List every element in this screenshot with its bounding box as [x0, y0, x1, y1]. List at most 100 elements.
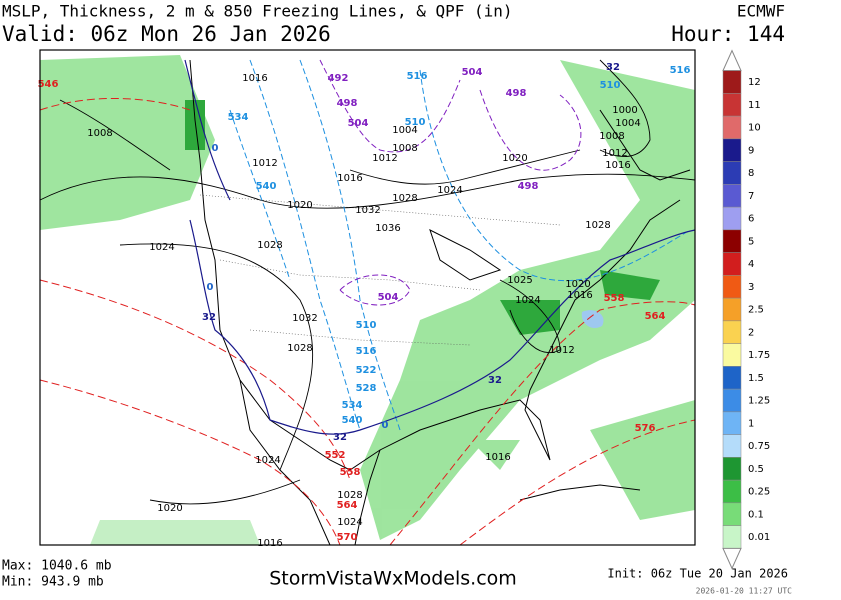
colorbar-swatch: [722, 275, 742, 299]
thickness-label: 558: [604, 293, 625, 304]
map-title: MSLP, Thickness, 2 m & 850 Freezing Line…: [2, 2, 513, 21]
isobar-label: 1008: [392, 143, 417, 154]
colorbar-swatch: [722, 479, 742, 504]
colorbar-swatch: [722, 93, 742, 117]
isobar-label: 1024: [337, 517, 362, 528]
thickness-cold: [229, 59, 691, 431]
colorbar-swatch: [722, 206, 742, 231]
isobar-label: 1000: [612, 105, 637, 116]
isobar-label: 1012: [602, 148, 627, 159]
colorbar-swatch: [722, 525, 742, 549]
thickness-label: 510: [356, 320, 377, 331]
thickness-label: 558: [340, 467, 361, 478]
colorbar-swatch: [722, 320, 742, 344]
min-pressure: Min: 943.9 mb: [2, 575, 104, 590]
thickness-label: 504: [378, 292, 399, 303]
freezing-lines: [184, 59, 696, 435]
thickness-label: 540: [342, 415, 363, 426]
thickness-label: 510: [405, 117, 426, 128]
colorbar-label: 4: [748, 259, 754, 270]
thickness-label: 516: [670, 65, 691, 76]
colorbar-swatch: [722, 388, 742, 413]
isobar-label: 1028: [257, 240, 282, 251]
isobar-label: 1004: [615, 118, 640, 129]
colorbar-swatch: [722, 184, 742, 208]
colorbar-label: 5: [748, 236, 754, 247]
colorbar-swatch: [722, 457, 742, 481]
colorbar-label: 8: [748, 168, 754, 179]
colorbar-label: 0.75: [748, 441, 770, 452]
map-area: 1016100810121016102010281032103610241020…: [38, 49, 696, 549]
colorbar-label: 0.5: [748, 464, 764, 475]
qpf-heavy: [185, 100, 660, 335]
colorbar-label: 1: [748, 418, 754, 429]
isobar-label: 1012: [252, 158, 277, 169]
colorbar-label: 3: [748, 282, 754, 293]
thickness-label: 576: [635, 423, 656, 434]
thickness-label: 32: [606, 62, 620, 73]
isobar-label: 1016: [605, 160, 630, 171]
isobar-label: 1028: [337, 490, 362, 501]
thickness-label: 498: [506, 88, 527, 99]
isobars: [39, 59, 696, 505]
colorbar-label: 1.25: [748, 396, 770, 407]
init-time: Init: 06z Tue 20 Jan 2026: [607, 567, 788, 581]
colorbar-swatch: [722, 252, 742, 276]
colorbar-label: 1.5: [748, 373, 764, 384]
isobar-label: 1024: [149, 242, 174, 253]
isobar-label: 1024: [437, 185, 462, 196]
thickness-label: 510: [600, 80, 621, 91]
colorbar-label: 11: [748, 100, 761, 111]
forecast-hour: Hour: 144: [671, 22, 785, 46]
isobar-label: 1028: [392, 193, 417, 204]
isobar-label: 1012: [372, 153, 397, 164]
colorbar-swatch: [722, 138, 742, 162]
colorbar-cap: [722, 49, 742, 72]
thickness-label: 534: [228, 112, 249, 123]
isobar-label: 1036: [375, 223, 400, 234]
thickness-low: [319, 59, 582, 306]
thickness-label: 552: [325, 450, 346, 461]
thickness-label: 528: [356, 383, 377, 394]
isobar-label: 1024: [515, 295, 540, 306]
colorbar-swatch: [722, 70, 742, 94]
isobar-label: 1028: [287, 343, 312, 354]
thickness-label: 0: [382, 420, 389, 431]
isobar-label: 1016: [485, 452, 510, 463]
model-name: ECMWF: [737, 2, 785, 21]
colorbar-label: 12: [748, 77, 761, 88]
colorbar-swatch: [722, 366, 742, 390]
isobar-label: 1020: [287, 200, 312, 211]
thickness-label: 564: [645, 311, 666, 322]
colorbar-swatch: [722, 434, 742, 458]
contour-labels: 1016100810121016102010281032103610241020…: [38, 62, 691, 549]
isobar-label: 1016: [257, 538, 282, 549]
colorbar-swatch: [722, 297, 742, 322]
colorbar-swatch: [722, 411, 742, 435]
thickness-label: 570: [337, 532, 358, 543]
isobar-label: 1024: [255, 455, 280, 466]
isobar-label: 1020: [565, 279, 590, 290]
timestamp: 2026-01-20 11:27 UTC: [696, 587, 793, 596]
thickness-warm: [39, 98, 696, 546]
map-frame: [39, 49, 696, 546]
qpf-colorbar: 12 11 10 9 8 7 6 5 4 3 2.5 2 1.75 1.5 1.25 1 0.75 0.5 0.25…: [722, 49, 770, 570]
thickness-label: 0: [212, 143, 219, 154]
valid-time: Valid: 06z Mon 26 Jan 2026: [2, 22, 331, 46]
thickness-label: 0: [207, 282, 214, 293]
thickness-label: 32: [488, 375, 502, 386]
isobar-label: 1028: [585, 220, 610, 231]
isobar-label: 1008: [599, 131, 624, 142]
colorbar-swatch: [722, 115, 742, 140]
colorbar-label: 6: [748, 214, 754, 225]
thickness-label: 564: [337, 500, 358, 511]
isobar-label: 1016: [337, 173, 362, 184]
isobar-label: 1025: [507, 275, 532, 286]
isobar-label: 1032: [292, 313, 317, 324]
thickness-label: 522: [356, 365, 377, 376]
thickness-label: 492: [328, 73, 349, 84]
colorbar-label: 1.75: [748, 350, 770, 361]
thickness-label: 546: [38, 79, 59, 90]
colorbar-label: 9: [748, 145, 754, 156]
